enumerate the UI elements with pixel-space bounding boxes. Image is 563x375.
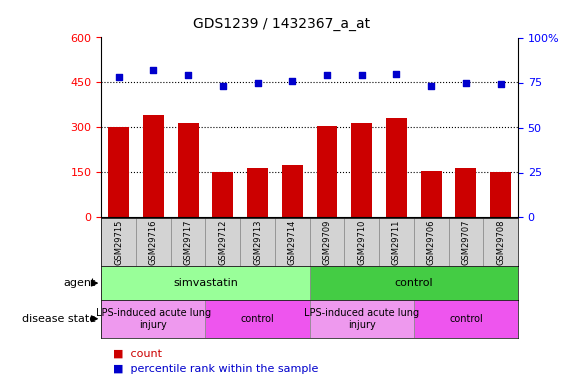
Text: control: control xyxy=(241,314,274,324)
Point xyxy=(253,80,262,86)
Bar xyxy=(414,300,518,338)
Bar xyxy=(205,300,310,338)
Text: GSM29711: GSM29711 xyxy=(392,220,401,265)
Point xyxy=(357,72,366,78)
Text: agent: agent xyxy=(63,278,96,288)
Text: GSM29707: GSM29707 xyxy=(462,220,470,266)
Text: GSM29712: GSM29712 xyxy=(218,220,227,265)
Point xyxy=(184,72,193,78)
Bar xyxy=(345,217,379,266)
Point xyxy=(427,83,436,89)
Bar xyxy=(490,172,511,217)
Text: disease state: disease state xyxy=(21,314,96,324)
Point xyxy=(323,72,332,78)
Bar xyxy=(386,118,407,218)
Text: GSM29714: GSM29714 xyxy=(288,220,297,265)
Text: GSM29708: GSM29708 xyxy=(496,220,505,266)
Bar xyxy=(310,300,414,338)
Bar xyxy=(455,168,476,217)
Bar xyxy=(310,266,518,300)
Point xyxy=(288,78,297,84)
Point xyxy=(392,70,401,76)
Text: GSM29710: GSM29710 xyxy=(358,220,366,265)
Bar xyxy=(421,171,441,217)
Point xyxy=(461,80,470,86)
Bar xyxy=(414,217,449,266)
Text: LPS-induced acute lung
injury: LPS-induced acute lung injury xyxy=(304,308,419,330)
Text: ■  percentile rank within the sample: ■ percentile rank within the sample xyxy=(113,364,318,374)
Bar xyxy=(143,116,164,218)
Point xyxy=(496,81,505,87)
Bar xyxy=(101,217,136,266)
Text: GSM29717: GSM29717 xyxy=(184,220,193,266)
Text: control: control xyxy=(395,278,433,288)
Bar xyxy=(205,217,240,266)
Bar xyxy=(171,217,205,266)
Bar xyxy=(316,126,337,218)
Point xyxy=(114,74,123,80)
Bar xyxy=(101,266,310,300)
Text: ■  count: ■ count xyxy=(113,349,162,359)
Bar xyxy=(483,217,518,266)
Text: GSM29715: GSM29715 xyxy=(114,220,123,265)
Bar xyxy=(310,217,345,266)
Text: GSM29716: GSM29716 xyxy=(149,220,158,266)
Bar xyxy=(108,128,129,218)
Bar xyxy=(449,217,483,266)
Bar xyxy=(212,172,233,217)
Text: GSM29709: GSM29709 xyxy=(323,220,332,265)
Bar xyxy=(351,123,372,218)
Text: control: control xyxy=(449,314,482,324)
Text: LPS-induced acute lung
injury: LPS-induced acute lung injury xyxy=(96,308,211,330)
Text: GSM29713: GSM29713 xyxy=(253,220,262,266)
Bar xyxy=(282,165,303,218)
Text: GDS1239 / 1432367_a_at: GDS1239 / 1432367_a_at xyxy=(193,17,370,32)
Text: GSM29706: GSM29706 xyxy=(427,220,436,266)
Bar xyxy=(247,168,268,217)
Bar xyxy=(240,217,275,266)
Bar xyxy=(178,123,199,218)
Point xyxy=(218,83,227,89)
Bar xyxy=(275,217,310,266)
Point xyxy=(149,67,158,73)
Bar xyxy=(379,217,414,266)
Text: simvastatin: simvastatin xyxy=(173,278,238,288)
Bar xyxy=(101,300,205,338)
Bar xyxy=(136,217,171,266)
